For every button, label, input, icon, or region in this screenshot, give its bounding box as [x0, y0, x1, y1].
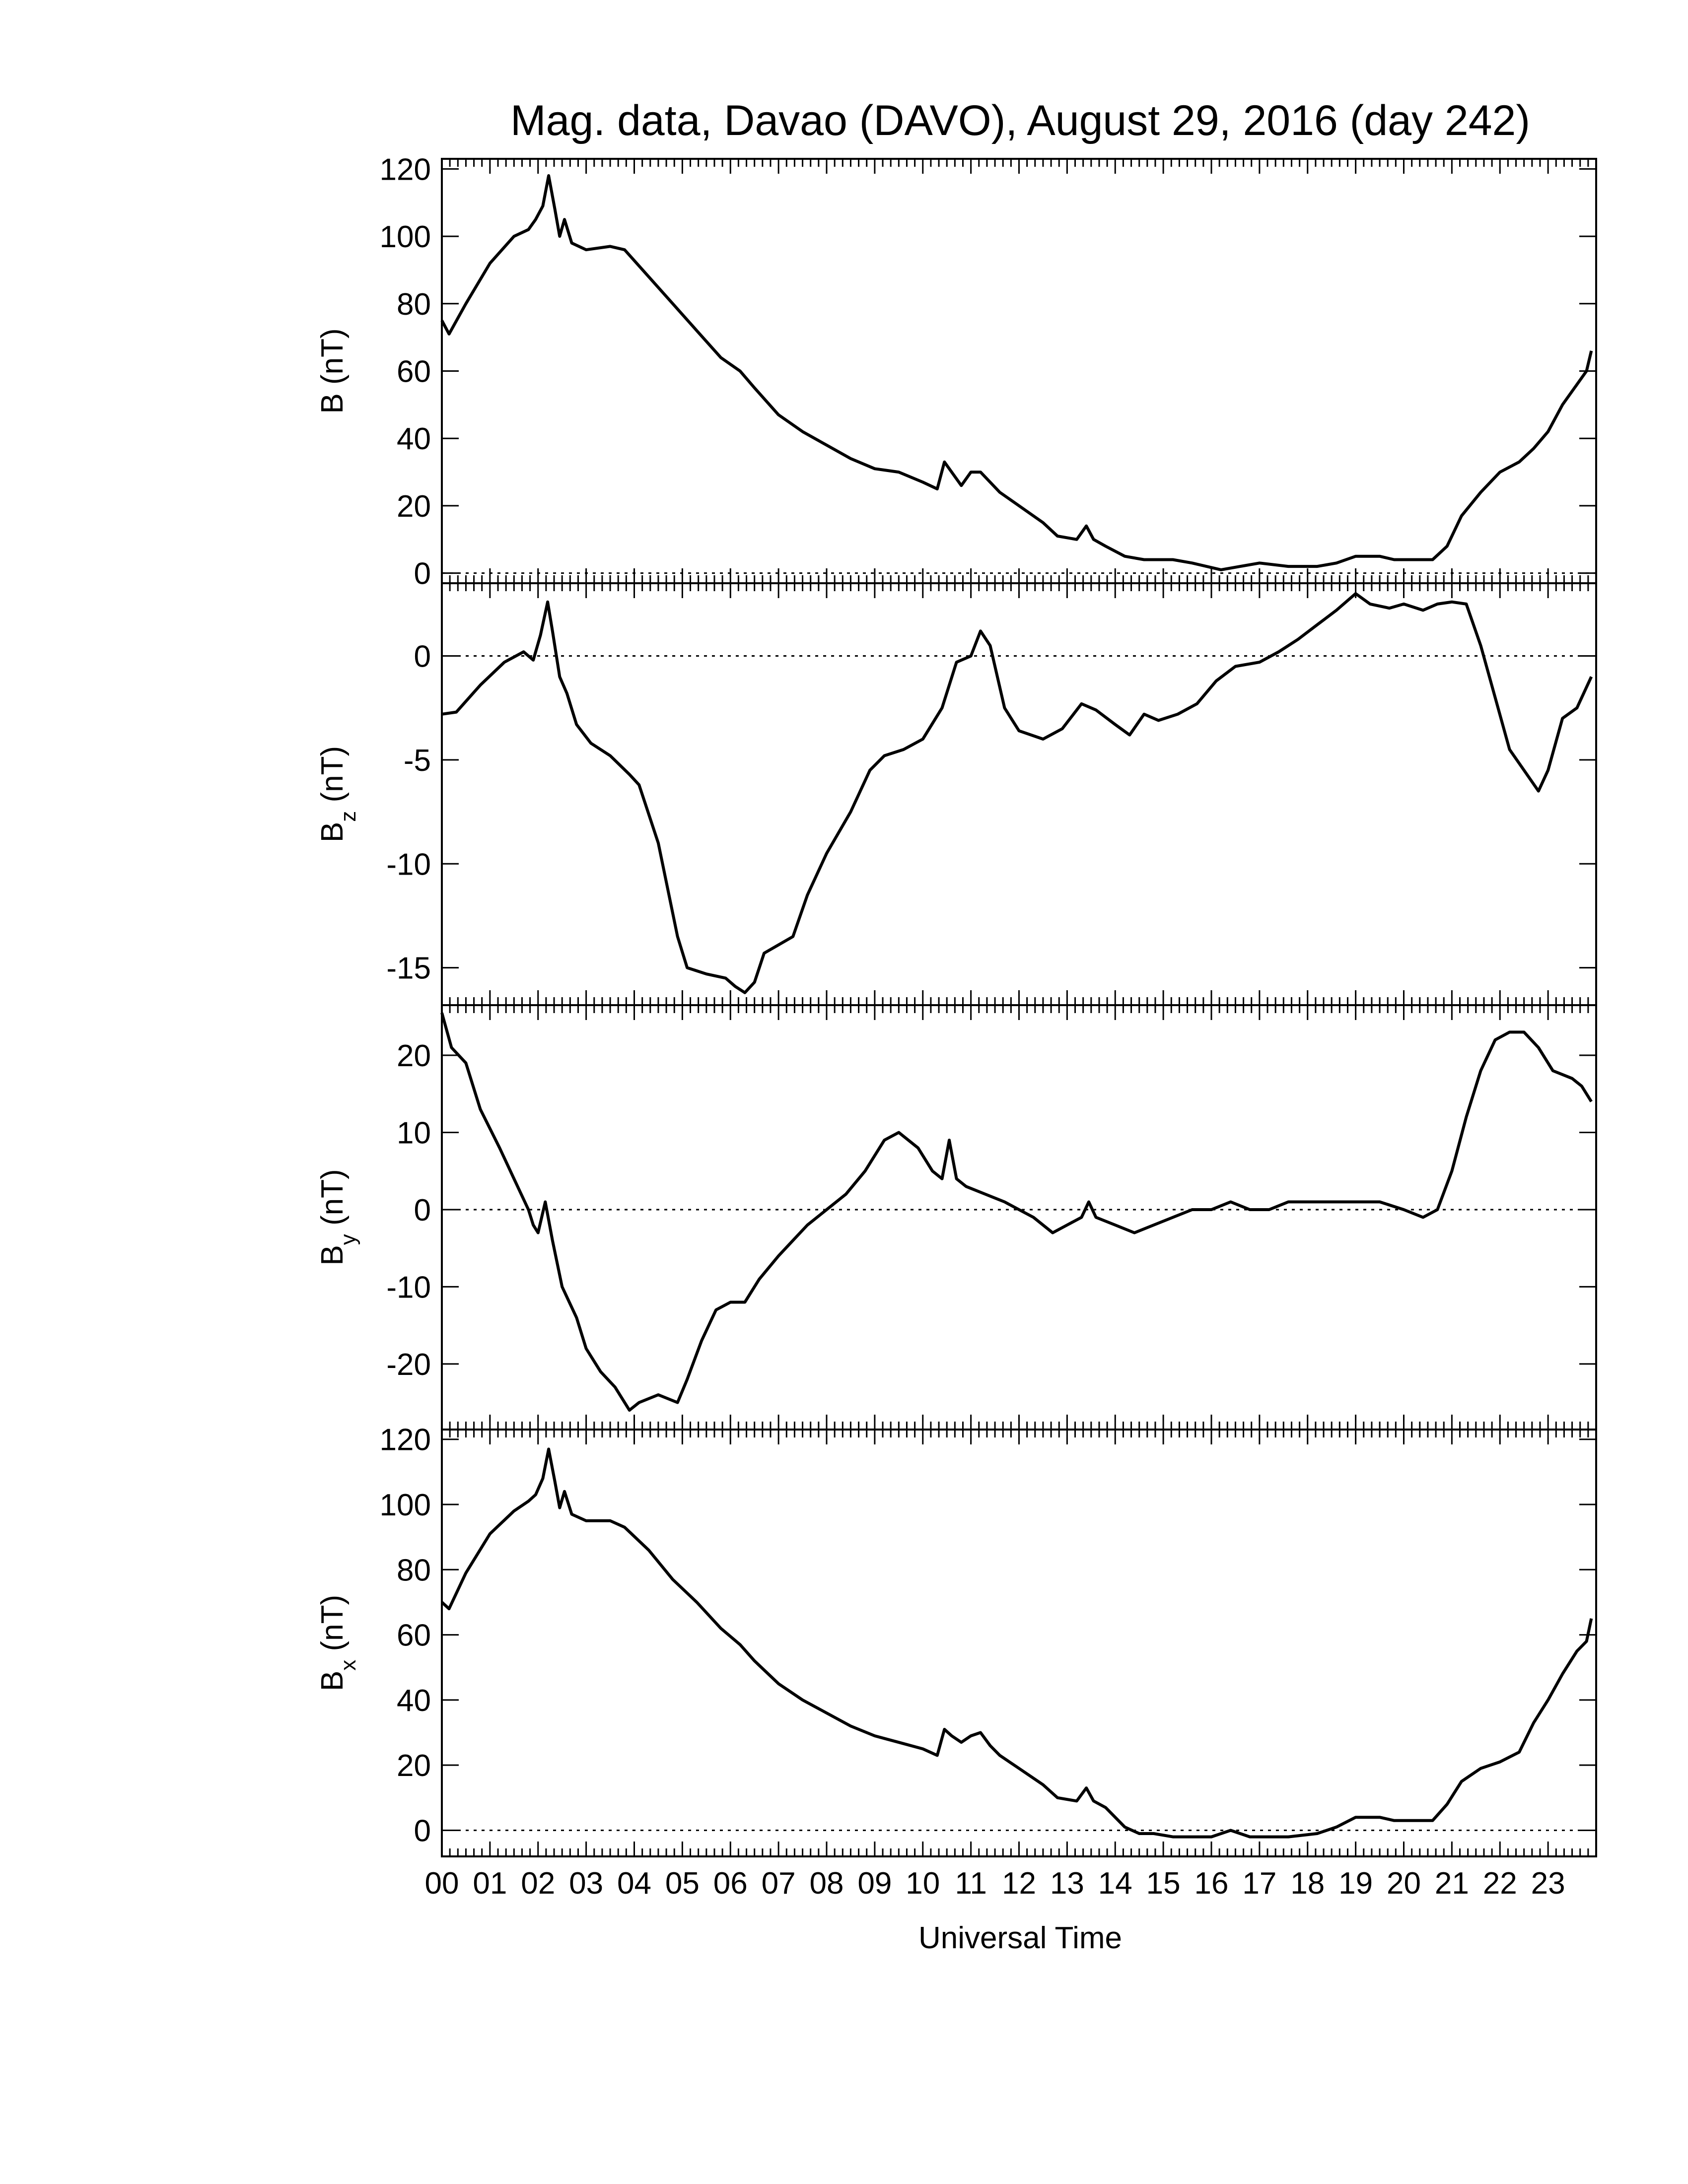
y-label-subscript: z	[336, 811, 360, 822]
x-tick-label: 15	[1146, 1866, 1181, 1901]
y-label-unit: (nT)	[315, 1595, 350, 1660]
x-tick-label: 16	[1195, 1866, 1229, 1901]
y-label-unit: (nT)	[315, 746, 350, 811]
x-tick-label: 17	[1242, 1866, 1276, 1901]
x-tick-label: 11	[955, 1866, 986, 1901]
x-axis: 00 01 02 03 04 05 06 07 08 09 10 11 12 13 14 15 16 17 18 19…	[425, 1866, 1565, 1901]
y-label-subscript: y	[336, 1234, 360, 1245]
series-line-bz	[441, 592, 1593, 994]
series-line-bx	[440, 1447, 1593, 1839]
y-tick-label-bz: -10	[386, 847, 431, 882]
x-tick-label: 03	[569, 1866, 603, 1901]
y-tick-label-bx: 100	[380, 1488, 431, 1522]
panel-frame-bz	[441, 582, 1597, 1006]
series-line-b	[440, 174, 1593, 571]
y-tick-label-b: 80	[397, 287, 431, 322]
x-tick-label: 18	[1290, 1866, 1325, 1901]
y-tick-label-b: 40	[397, 422, 431, 456]
y-axis-label-bx: Bx (nT)	[315, 1595, 360, 1691]
panel-frame-bx	[441, 1429, 1597, 1857]
x-tick-label: 09	[857, 1866, 892, 1901]
y-tick-label-bx: 40	[397, 1684, 431, 1718]
y-tick-label-b: 100	[380, 220, 431, 254]
y-label-unit: (nT)	[315, 328, 350, 393]
y-tick-label-by: 10	[397, 1116, 431, 1151]
x-tick-label: 06	[713, 1866, 748, 1901]
y-tick-label-by: -10	[386, 1270, 431, 1304]
x-tick-label: 00	[425, 1866, 459, 1901]
panel-frame-b	[441, 158, 1597, 584]
x-tick-label: 23	[1531, 1866, 1565, 1901]
y-label-unit: (nT)	[315, 1169, 350, 1234]
y-tick-label-bx: 20	[397, 1749, 431, 1783]
x-axis-label: Universal Time	[918, 1921, 1122, 1955]
x-tick-label: 01	[473, 1866, 507, 1901]
x-tick-label: 12	[1002, 1866, 1036, 1901]
y-tick-label-bx: 80	[397, 1553, 431, 1587]
y-label-subscript: x	[336, 1660, 360, 1671]
y-tick-label-bx: 0	[414, 1814, 431, 1848]
y-axis-label-text: Bz (nT)	[315, 746, 360, 842]
x-tick-label: 08	[810, 1866, 844, 1901]
y-tick-label-by: -20	[386, 1348, 431, 1382]
y-label-main: B	[315, 1245, 350, 1265]
series-line-by	[440, 1012, 1593, 1412]
y-tick-label-bz: -5	[404, 744, 431, 778]
y-label-main: B	[315, 393, 350, 413]
y-tick-label-bz: -15	[386, 952, 431, 986]
x-tick-label: 14	[1098, 1866, 1132, 1901]
y-axis-label-bz: Bz (nT)	[315, 746, 360, 842]
x-tick-label: 05	[665, 1866, 700, 1901]
x-tick-label: 07	[762, 1866, 796, 1901]
y-tick-label-b: 0	[414, 557, 431, 591]
chart-title: Mag. data, Davao (DAVO), August 29, 2016…	[510, 97, 1530, 144]
x-tick-label: 02	[521, 1866, 555, 1901]
y-label-main: B	[315, 1671, 350, 1691]
y-axis-label-text: B (nT)	[315, 328, 350, 413]
y-axis-label-b: B (nT)	[315, 328, 350, 413]
x-tick-label: 19	[1338, 1866, 1373, 1901]
y-tick-label-bx: 60	[397, 1619, 431, 1653]
y-tick-label-b: 60	[397, 355, 431, 389]
y-axis-label-text: Bx (nT)	[315, 1595, 360, 1691]
y-tick-label-by: 20	[397, 1039, 431, 1073]
y-tick-label-by: 0	[414, 1193, 431, 1228]
y-axis-label-by: By (nT)	[315, 1169, 360, 1265]
y-label-main: B	[315, 822, 350, 842]
y-tick-label-bz: 0	[414, 640, 431, 674]
y-tick-label-bx: 120	[380, 1423, 431, 1457]
x-tick-label: 20	[1387, 1866, 1421, 1901]
x-tick-label: 04	[617, 1866, 651, 1901]
x-tick-label: 22	[1483, 1866, 1517, 1901]
y-tick-label-b: 20	[397, 489, 431, 524]
x-tick-label: 10	[906, 1866, 940, 1901]
x-tick-label: 13	[1050, 1866, 1084, 1901]
y-tick-label-b: 120	[380, 152, 431, 187]
y-axis-label-text: By (nT)	[315, 1169, 360, 1265]
x-tick-label: 21	[1435, 1866, 1469, 1901]
